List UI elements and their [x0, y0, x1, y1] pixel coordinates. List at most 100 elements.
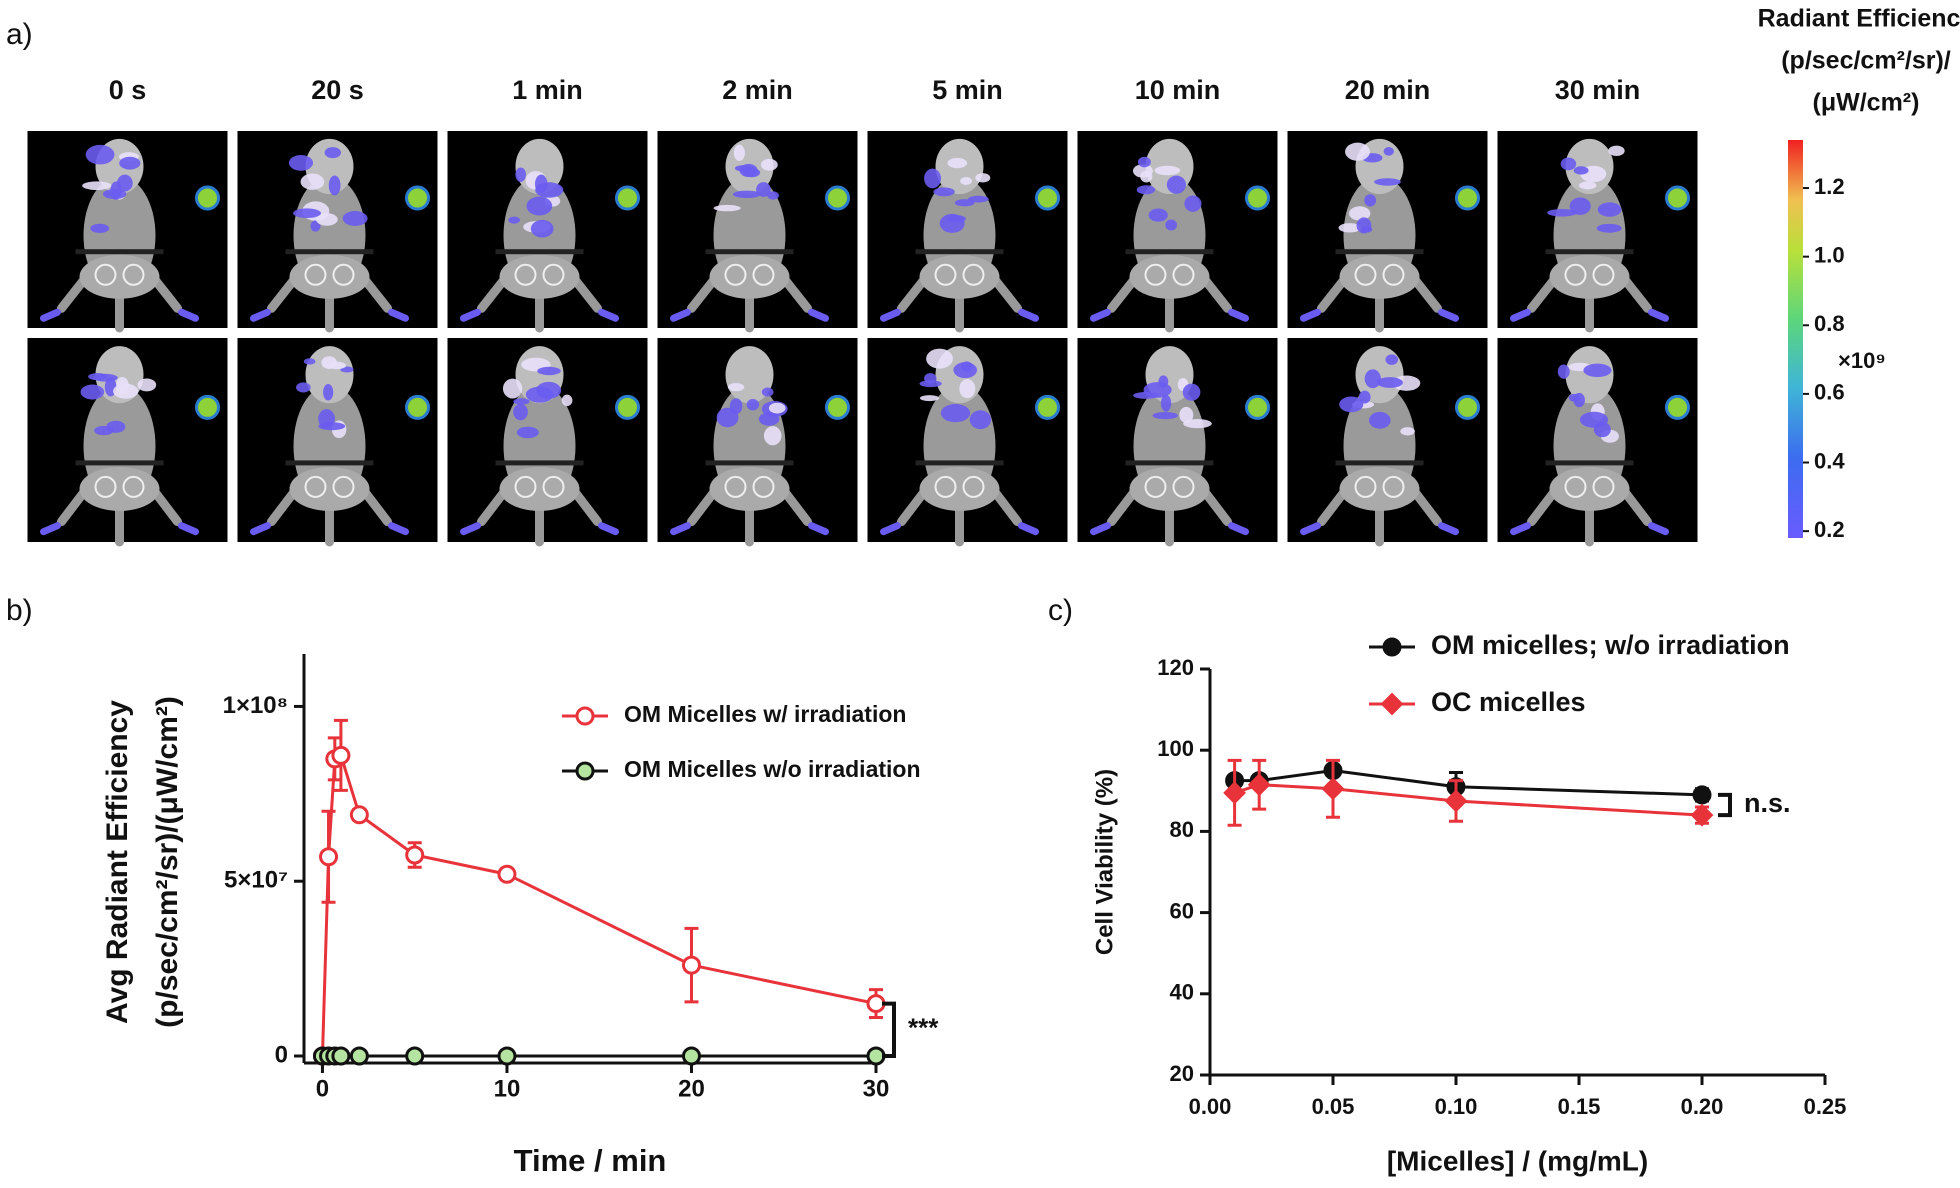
roi [752, 263, 775, 286]
signal [1364, 194, 1377, 207]
x-tick-label: 0.20 [1681, 1094, 1724, 1119]
signal [508, 216, 520, 224]
signal [1148, 208, 1168, 222]
signal [328, 175, 341, 196]
marker-bar [1545, 460, 1634, 466]
signal [80, 384, 105, 400]
colorbar-multiplier: ×10⁹ [1838, 348, 1886, 373]
signal [296, 382, 311, 393]
paw [1300, 522, 1459, 536]
mouse-hips [1129, 254, 1210, 299]
colorbar [1788, 140, 1803, 538]
signal [760, 158, 778, 171]
signal [743, 168, 761, 178]
signal [1358, 390, 1371, 404]
x-tick-label: 0.05 [1312, 1094, 1355, 1119]
mouse-image [447, 131, 648, 333]
data-point [1444, 789, 1468, 813]
mouse-hips [1339, 254, 1420, 299]
marker-bar [1335, 249, 1424, 255]
marker-bar [75, 249, 164, 255]
signal [293, 208, 321, 219]
signal [1143, 382, 1172, 398]
signal [713, 204, 741, 212]
reference-spot [405, 185, 430, 211]
signal [1140, 170, 1153, 183]
y-tick-label: 0 [275, 1041, 288, 1068]
legend-label: OM micelles; w/o irradiation [1431, 630, 1790, 660]
colorbar-tick-label: 1.0 [1814, 242, 1845, 267]
paw [1090, 308, 1249, 322]
reference-spot [1665, 394, 1690, 420]
paw [40, 522, 199, 536]
x-tick-label: 0.00 [1189, 1094, 1232, 1119]
data-point [405, 845, 425, 865]
roi [1564, 263, 1587, 286]
mouse-hips [289, 254, 370, 299]
marker-bar [75, 460, 164, 466]
signal [1183, 418, 1212, 429]
y-tick-label: 5×10⁷ [224, 867, 288, 894]
significance-label: n.s. [1744, 788, 1791, 818]
mouse-hips [1339, 466, 1420, 511]
y-tick-label: 20 [1170, 1061, 1194, 1086]
mouse-image [1497, 131, 1698, 333]
marker-bar [915, 460, 1004, 466]
signal [316, 213, 338, 226]
colorbar-tick-label: 0.6 [1814, 380, 1845, 405]
mouse-image [237, 131, 438, 333]
signal [323, 383, 334, 401]
signal [537, 366, 561, 376]
signal [1583, 363, 1612, 378]
time-label: 20 s [311, 75, 364, 105]
mouse-hips [919, 254, 1000, 299]
signal [727, 383, 745, 392]
mouse-hips [1549, 466, 1630, 511]
roi [1144, 475, 1167, 498]
signal [92, 373, 118, 382]
legend-label: OC micelles [1431, 687, 1586, 717]
marker-bar [1335, 460, 1424, 466]
x-tick-label: 0.25 [1804, 1094, 1847, 1119]
signal [1569, 197, 1591, 215]
signal [940, 403, 971, 423]
signal [342, 211, 368, 226]
paw [670, 522, 829, 536]
legend-marker [575, 706, 595, 726]
x-tick-label: 0.15 [1558, 1094, 1601, 1119]
paw [1510, 308, 1669, 322]
signal [1338, 223, 1361, 233]
signal [1182, 383, 1201, 401]
marker-bar [915, 249, 1004, 255]
legend-label: OM Micelles w/ irradiation [624, 701, 906, 727]
mouse-hips [499, 254, 580, 299]
roi [1144, 263, 1167, 286]
signal [733, 144, 745, 162]
data-point [349, 805, 369, 825]
data-point [1321, 777, 1345, 801]
signal [1348, 206, 1371, 221]
time-label: 0 s [109, 75, 147, 105]
roi [304, 263, 327, 286]
signal [1165, 219, 1178, 231]
mouse-image [1497, 338, 1698, 547]
paw [460, 522, 619, 536]
data-point [1223, 781, 1247, 805]
signal [953, 362, 978, 379]
reference-spot [1245, 394, 1270, 420]
signal [1362, 226, 1373, 233]
signal [1166, 175, 1187, 194]
data-point [681, 1046, 701, 1066]
y-axis-label: Cell Viability (%) [1091, 769, 1118, 955]
signal [526, 196, 553, 216]
data-point [349, 1046, 369, 1066]
reference-spot [195, 394, 220, 420]
reference-spot [825, 185, 850, 211]
paw [880, 522, 1039, 536]
reference-spot [615, 185, 640, 211]
signal [924, 168, 942, 189]
data-point [1692, 785, 1712, 805]
signal [1374, 178, 1401, 186]
signal [1547, 208, 1578, 217]
signal [1179, 406, 1194, 424]
